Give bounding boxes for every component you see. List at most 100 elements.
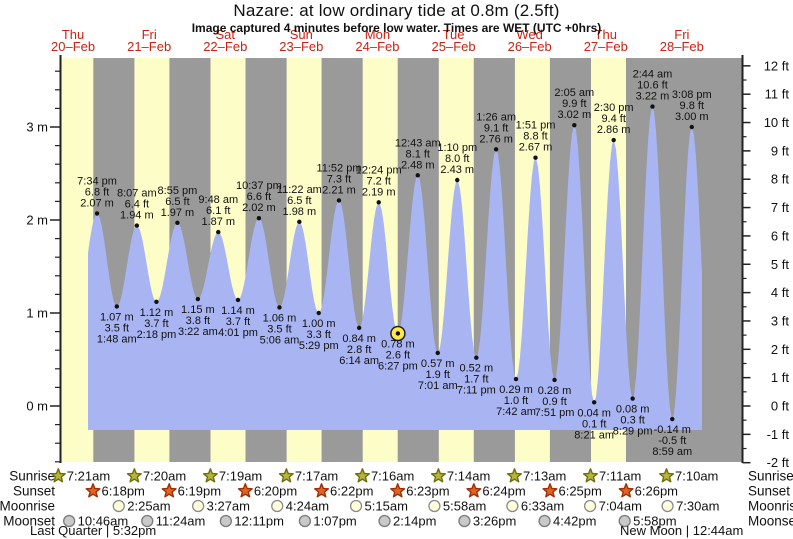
almanac-time: 2:14pm [393, 514, 436, 529]
almanac-time: 7:11am [599, 469, 641, 484]
moonrise-circle-icon [191, 499, 205, 513]
moonset-circle-icon [298, 514, 312, 528]
tide-curve-area [88, 106, 702, 431]
sunrise-star-icon [354, 468, 370, 483]
left-axis-tick-label: 1 m [26, 306, 48, 321]
right-axis-tick-label: 6 ft [771, 228, 789, 243]
daylight-band [61, 58, 94, 462]
tide-low-point [591, 400, 597, 405]
almanac-time: 7:16am [371, 469, 414, 484]
day-weekday-label: Sat [215, 27, 235, 42]
tide-high-label: 6.5 ft [287, 195, 311, 207]
almanac-row-label-right: Moonrise [748, 499, 793, 514]
tide-low-point [670, 416, 675, 422]
tide-high-point [650, 104, 655, 109]
tide-low-label: 0.28 m [538, 385, 572, 397]
page-title: Nazare: at low ordinary tide at 0.8m (2.… [233, 1, 560, 20]
sunset-star-icon [466, 483, 482, 498]
almanac: Sunrise Sunrise 7:21am 7:20am 7:19am 7:17am 7:… [0, 468, 793, 538]
tide-high-label: 2.76 m [479, 133, 513, 145]
tide-low-label: 1.07 m [100, 311, 134, 323]
tide-low-label: 2.8 ft [347, 344, 371, 356]
right-axis-tick-label: 8 ft [771, 172, 789, 187]
tide-high-label: 8.1 ft [406, 148, 430, 160]
tide-high-label: 7.3 ft [327, 173, 351, 185]
tide-high-label: 1.97 m [161, 207, 195, 219]
day-date-label: 22–Feb [203, 39, 247, 54]
tide-low-point [513, 376, 519, 382]
tide-low-label: 4:01 pm [218, 327, 258, 339]
tide-low-point [435, 350, 440, 356]
almanac-row-label-left: Moonrise [0, 499, 55, 514]
right-axis-tick-label: 0 ft [771, 399, 789, 414]
almanac-time: 6:23pm [406, 484, 449, 499]
day-weekday-label: Fri [674, 27, 689, 42]
moonrise-circle-icon [271, 499, 284, 513]
tide-high-point [572, 122, 577, 128]
almanac-time: 4:24am [286, 499, 329, 514]
tide-high-label: 9:48 am [198, 194, 238, 206]
almanac-time: 4:42pm [553, 514, 596, 529]
moonset-circle-icon [219, 514, 232, 528]
tide-low-label: 0.52 m [460, 363, 494, 375]
day-weekday-label: Thu [62, 27, 84, 42]
right-axis-tick-label: 10 ft [764, 115, 790, 130]
moon-phase-label: Last Quarter | 5:32pm [30, 523, 156, 538]
right-axis-tick-label: 11 ft [765, 87, 790, 102]
tide-high-label: 8:07 am [117, 188, 157, 200]
tide-low-label: 3.8 ft [186, 315, 210, 327]
tide-high-point [455, 177, 460, 183]
tide-high-point [175, 220, 180, 225]
tide-low-label: 3.7 ft [144, 318, 168, 330]
tide-low-label: 1.0 ft [504, 395, 528, 407]
right-axis-tick-label: -2 ft [767, 455, 790, 470]
tide-low-point [552, 377, 557, 383]
right-axis-tick-label: 3 ft [771, 313, 789, 328]
tide-high-label: 7.2 ft [366, 175, 390, 187]
tide-low-label: 6:27 pm [378, 360, 418, 372]
tide-low-point [154, 299, 159, 305]
right-axis-tick-label: 12 ft [764, 58, 790, 73]
axes: 0 m 1 m 2 m 3 m -2 ft -1 ft 0 ft 1 ft 2 ft 3 ft 4 … [26, 55, 789, 470]
tide-high-point [689, 124, 694, 130]
almanac-time: 3:27am [207, 499, 250, 514]
day-labels: Thu20–FebFri21–FebSat22–FebSun23–FebMon2… [51, 27, 704, 54]
tide-low-label: 3:22 am [178, 326, 218, 338]
tide-low-label: 3.5 ft [105, 322, 129, 334]
tide-low-label: 1.00 m [302, 318, 336, 330]
tide-high-label: 2.21 m [322, 184, 356, 196]
day-date-label: 25–Feb [432, 39, 476, 54]
tide-high-label: 8.8 ft [523, 131, 547, 143]
almanac-time: 3:26pm [473, 514, 516, 529]
page-subtitle: Image captured 4 minutes before low wate… [191, 21, 602, 35]
tide-low-label: 7:42 am [496, 406, 536, 418]
almanac-row-label-left: Sunset [13, 484, 55, 499]
sunrise-star-icon [506, 468, 522, 483]
almanac-row-label-left: Sunrise [9, 469, 55, 484]
moonrise-circle-icon [349, 499, 363, 513]
sunset-star-icon [542, 483, 558, 498]
tide-low-label: 0.3 ft [620, 415, 644, 427]
day-weekday-label: Mon [365, 27, 390, 42]
almanac-time: 7:30am [676, 499, 719, 514]
tide-low-label: 0.84 m [342, 333, 376, 345]
tide-low-point [395, 331, 401, 336]
almanac-time: 6:25pm [558, 484, 601, 499]
tide-low-label: 3.5 ft [267, 323, 291, 335]
almanac-time: 7:14am [447, 469, 490, 484]
tide-high-label: 1:51 pm [516, 120, 556, 132]
tide-high-label: 1:10 pm [437, 142, 477, 154]
almanac-time: 6:26pm [635, 484, 678, 499]
sunrise-star-icon [126, 468, 142, 483]
right-axis-tick-label: 4 ft [771, 285, 789, 300]
moonset-circle-icon [458, 514, 471, 528]
tide-high-label: 2:44 am [633, 69, 673, 81]
sunrise-star-icon [582, 468, 598, 483]
tide-high-point [376, 200, 381, 205]
almanac-time: 2:25am [127, 499, 170, 514]
almanac-time: 12:11pm [234, 514, 284, 529]
tide-high-label: 12:43 am [395, 137, 441, 149]
tide-low-point [195, 296, 201, 302]
day-date-label: 20–Feb [51, 39, 95, 54]
